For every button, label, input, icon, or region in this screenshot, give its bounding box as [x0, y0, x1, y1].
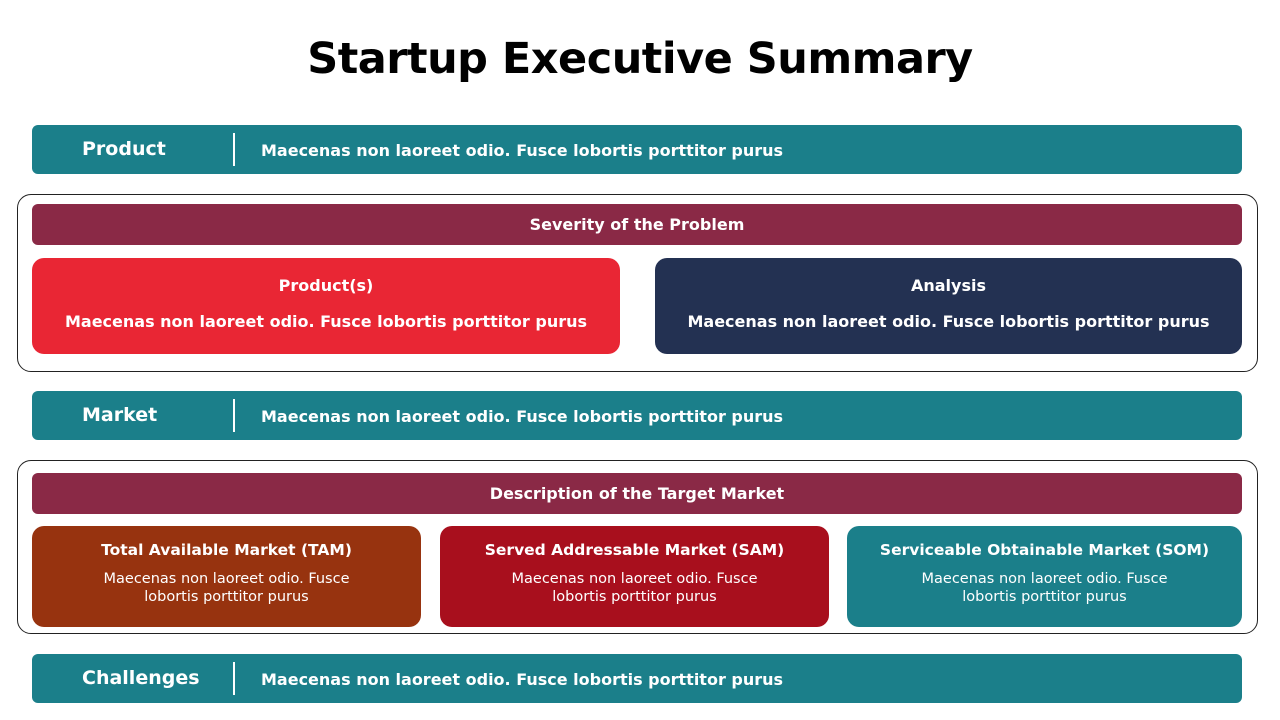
challenges-label: Challenges: [82, 667, 200, 689]
tam-card: Total Available Market (TAM) Maecenas no…: [32, 526, 421, 627]
analysis-card: Analysis Maecenas non laoreet odio. Fusc…: [655, 258, 1242, 354]
product-divider: [233, 133, 235, 166]
som-card-title: Serviceable Obtainable Market (SOM): [879, 541, 1210, 559]
challenges-divider: [233, 662, 235, 695]
product-bar: Product Maecenas non laoreet odio. Fusce…: [32, 125, 1242, 174]
challenges-bar: Challenges Maecenas non laoreet odio. Fu…: [32, 654, 1242, 703]
products-card: Product(s) Maecenas non laoreet odio. Fu…: [32, 258, 620, 354]
severity-header: Severity of the Problem: [32, 204, 1242, 245]
market-text: Maecenas non laoreet odio. Fusce loborti…: [261, 407, 784, 426]
som-card-text: Maecenas non laoreet odio. Fusce loborti…: [921, 571, 1168, 605]
products-card-title: Product(s): [278, 276, 374, 295]
market-divider: [233, 399, 235, 432]
product-label: Product: [82, 138, 166, 160]
som-card: Serviceable Obtainable Market (SOM) Maec…: [847, 526, 1242, 627]
products-card-text: Maecenas non laoreet odio. Fusce loborti…: [64, 312, 588, 331]
challenges-text: Maecenas non laoreet odio. Fusce loborti…: [261, 670, 784, 689]
tam-card-title: Total Available Market (TAM): [101, 541, 352, 559]
sam-card-title: Served Addressable Market (SAM): [484, 541, 785, 559]
market-bar: Market Maecenas non laoreet odio. Fusce …: [32, 391, 1242, 440]
analysis-card-title: Analysis: [910, 276, 986, 295]
sam-card-text: Maecenas non laoreet odio. Fusce loborti…: [511, 571, 758, 605]
sam-card: Served Addressable Market (SAM) Maecenas…: [440, 526, 829, 627]
product-text: Maecenas non laoreet odio. Fusce loborti…: [261, 141, 784, 160]
market-label: Market: [82, 404, 158, 426]
analysis-card-text: Maecenas non laoreet odio. Fusce loborti…: [687, 312, 1210, 331]
page-title: Startup Executive Summary: [307, 34, 973, 84]
tam-card-text: Maecenas non laoreet odio. Fusce loborti…: [103, 571, 350, 605]
target-market-header: Description of the Target Market: [32, 473, 1242, 514]
